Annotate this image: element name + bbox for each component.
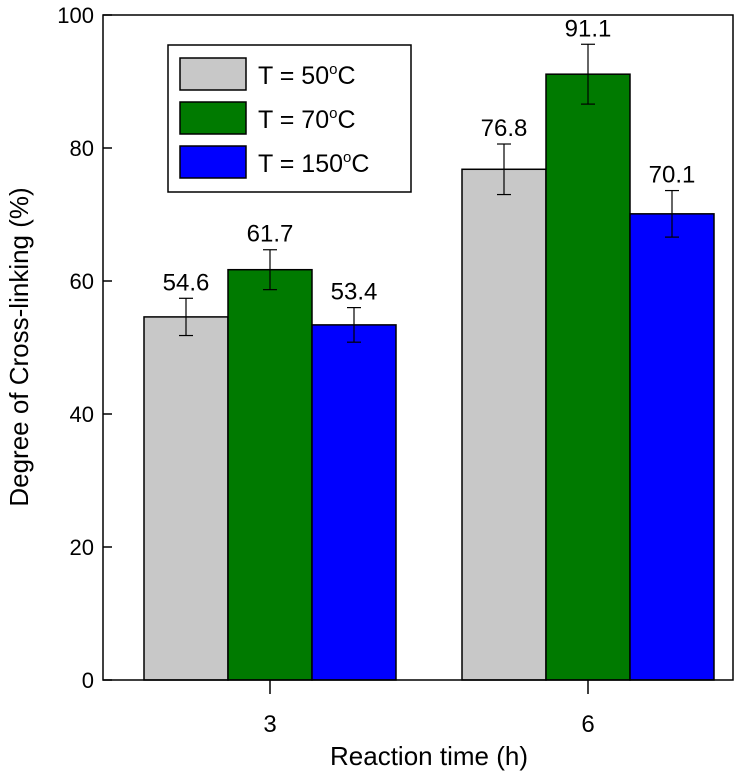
data-label: 70.1 — [649, 162, 696, 189]
y-axis-ticks: 0 20 40 60 80 100 — [57, 3, 112, 693]
y-tick-label: 0 — [82, 668, 94, 693]
data-label: 61.7 — [247, 221, 294, 248]
x-tick-label: 3 — [263, 711, 276, 738]
legend-swatch — [179, 101, 247, 135]
data-label: 91.1 — [565, 15, 612, 42]
bar — [629, 213, 715, 681]
legend-entry-label: T = 150oC — [258, 149, 369, 178]
y-tick-label: 100 — [57, 3, 94, 28]
data-labels: 54.6 61.7 53.4 76.8 91.1 70.1 — [163, 15, 696, 305]
data-label: 53.4 — [331, 279, 378, 306]
y-tick-label: 40 — [70, 402, 94, 427]
legend-entry-label: T = 50oC — [258, 61, 356, 90]
legend: T = 50oC T = 70oC T = 150oC — [167, 44, 412, 193]
y-tick-label: 80 — [70, 136, 94, 161]
y-tick-label: 20 — [70, 535, 94, 560]
bar — [311, 324, 397, 681]
x-tick-label: 6 — [581, 711, 594, 738]
bar — [461, 168, 547, 681]
plot-area-frame — [102, 14, 734, 681]
y-axis-label: Degree of Cross-linking (%) — [4, 187, 34, 506]
data-label: 76.8 — [481, 115, 528, 142]
legend-entry-label: T = 70oC — [258, 105, 356, 134]
x-axis-label: Reaction time (h) — [330, 741, 528, 771]
legend-swatch — [179, 145, 247, 179]
error-bars — [179, 43, 679, 343]
bar — [227, 268, 313, 681]
y-tick-label: 60 — [70, 269, 94, 294]
bar-series — [143, 73, 715, 681]
bar — [545, 73, 631, 681]
data-label: 54.6 — [163, 269, 210, 296]
bar — [143, 316, 229, 681]
legend-swatch — [179, 57, 247, 91]
